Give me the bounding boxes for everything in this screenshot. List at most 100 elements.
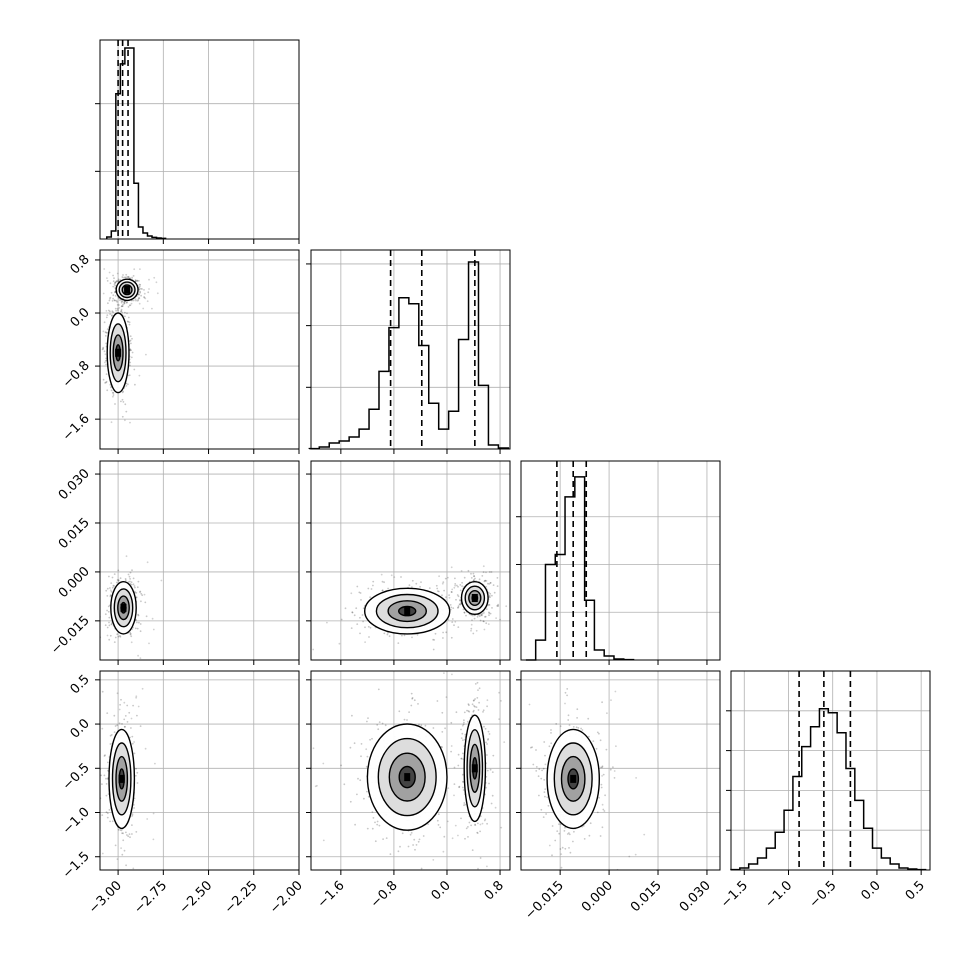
scatter-point xyxy=(124,315,126,318)
scatter-point xyxy=(105,363,107,366)
scatter-point xyxy=(596,731,599,734)
scatter-point xyxy=(460,757,463,760)
scatter-point xyxy=(461,585,463,587)
scatter-point xyxy=(123,302,126,305)
scatter-point xyxy=(110,623,113,626)
scatter-point xyxy=(403,718,406,721)
scatter-point xyxy=(131,813,134,816)
scatter-point xyxy=(105,794,108,797)
scatter-point xyxy=(461,732,464,735)
scatter-point xyxy=(114,307,117,310)
scatter-point xyxy=(104,335,107,337)
scatter-point xyxy=(444,727,446,730)
scatter-point xyxy=(105,783,108,785)
scatter-outlier xyxy=(568,724,571,727)
scatter-point xyxy=(125,385,128,387)
scatter-point xyxy=(462,723,465,726)
scatter-outlier xyxy=(101,727,104,730)
scatter-point xyxy=(463,611,466,614)
panel-frame-3-1 xyxy=(310,670,511,871)
scatter-point xyxy=(113,731,116,734)
scatter-outlier xyxy=(145,353,147,356)
scatter-outlier xyxy=(481,822,484,825)
scatter-point xyxy=(123,276,126,279)
scatter-point xyxy=(496,577,499,579)
scatter-point xyxy=(360,755,362,758)
scatter-point xyxy=(104,359,107,362)
scatter-point xyxy=(109,743,112,745)
scatter-point xyxy=(117,569,120,572)
scatter-point xyxy=(106,712,109,714)
scatter-point xyxy=(401,832,404,835)
scatter-point xyxy=(609,768,612,771)
scatter-outlier xyxy=(548,844,551,847)
scatter-point xyxy=(488,612,491,614)
scatter-point xyxy=(124,578,127,580)
xtick-label: 0.8 xyxy=(482,878,507,903)
scatter-point xyxy=(117,635,120,638)
scatter-point xyxy=(482,709,485,712)
panel-frame-2-0 xyxy=(99,460,300,661)
scatter-point xyxy=(476,615,479,618)
scatter-point xyxy=(366,827,369,830)
scatter-point xyxy=(486,705,488,708)
scatter-point xyxy=(127,383,129,386)
scatter-point xyxy=(483,620,485,623)
scatter-point xyxy=(456,594,459,596)
scatter-point xyxy=(137,614,140,617)
scatter-point xyxy=(124,403,127,406)
scatter-point xyxy=(372,580,375,583)
scatter-outlier xyxy=(129,421,131,424)
scatter-point xyxy=(457,585,459,588)
contour-peak xyxy=(120,603,127,612)
scatter-point xyxy=(114,725,117,727)
scatter-outlier xyxy=(564,702,566,705)
panel-frame-1-1 xyxy=(310,249,511,450)
scatter-point xyxy=(107,610,110,613)
scatter-outlier xyxy=(148,642,150,645)
scatter-point xyxy=(471,849,474,851)
scatter-point xyxy=(136,299,139,302)
scatter-point xyxy=(459,599,461,602)
scatter-point xyxy=(472,709,475,712)
scatter-point xyxy=(130,583,133,586)
panel-2-0 xyxy=(100,555,163,659)
scatter-outlier xyxy=(473,578,475,581)
scatter-point xyxy=(129,361,132,364)
scatter-outlier xyxy=(482,565,485,568)
scatter-point xyxy=(139,291,142,294)
scatter-outlier xyxy=(635,777,637,779)
scatter-outlier xyxy=(477,867,479,870)
scatter-point xyxy=(114,282,116,284)
scatter-point xyxy=(420,581,422,583)
scatter-point xyxy=(109,310,111,313)
scatter-point xyxy=(130,635,133,638)
scatter-point xyxy=(117,280,119,282)
scatter-point xyxy=(459,589,462,592)
scatter-point xyxy=(128,575,131,578)
scatter-outlier xyxy=(312,648,315,651)
scatter-point xyxy=(122,832,124,835)
scatter-outlier xyxy=(154,762,156,765)
scatter-point xyxy=(535,766,538,768)
ytick-label: 0.0 xyxy=(68,305,93,330)
scatter-point xyxy=(117,278,120,281)
scatter-point xyxy=(538,794,540,797)
scatter-point xyxy=(480,613,483,616)
scatter-outlier xyxy=(613,770,616,772)
scatter-point xyxy=(538,768,541,771)
scatter-point xyxy=(109,595,112,598)
scatter-group xyxy=(100,687,156,870)
scatter-point xyxy=(445,596,447,598)
scatter-point xyxy=(463,721,465,724)
scatter-point xyxy=(484,616,486,618)
scatter-point xyxy=(112,297,114,300)
scatter-point xyxy=(136,279,139,282)
scatter-outlier xyxy=(484,818,487,821)
scatter-point xyxy=(601,826,604,829)
scatter-point xyxy=(474,577,476,580)
scatter-point xyxy=(473,617,476,620)
contour-peak xyxy=(404,773,411,782)
scatter-point xyxy=(599,739,602,742)
scatter-point xyxy=(131,742,134,745)
